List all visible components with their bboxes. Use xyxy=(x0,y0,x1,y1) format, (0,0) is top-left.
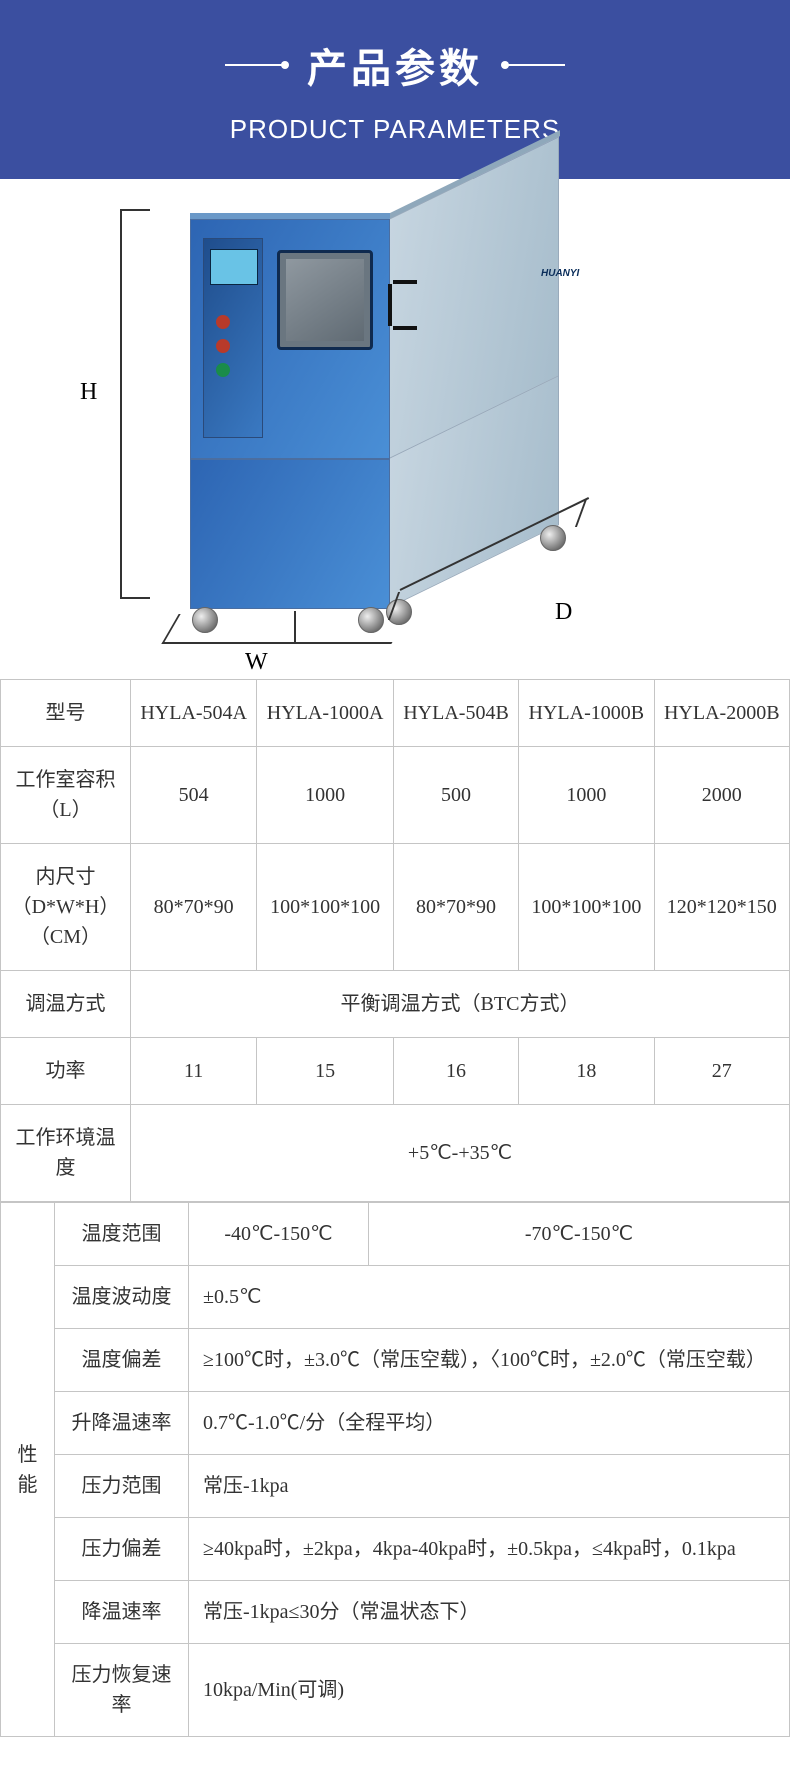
button-icon xyxy=(216,315,230,329)
observation-window xyxy=(277,250,373,350)
col-header: 型号 xyxy=(1,680,131,747)
col-header: HYLA-504B xyxy=(393,680,518,747)
cell: 1000 xyxy=(257,747,394,844)
cell: 2000 xyxy=(654,747,789,844)
table-row: 升降温速率 0.7℃-1.0℃/分（全程平均） xyxy=(1,1392,790,1455)
header-banner: 产品参数 PRODUCT PARAMETERS xyxy=(0,0,790,179)
row-label: 工作环境温度 xyxy=(1,1105,131,1202)
cell: 80*70*90 xyxy=(131,844,257,971)
header-title-en: PRODUCT PARAMETERS xyxy=(0,114,790,145)
col-header: HYLA-504A xyxy=(131,680,257,747)
h-dimension-label: H xyxy=(80,379,97,406)
header-title-row: 产品参数 xyxy=(0,36,790,94)
cell: 27 xyxy=(654,1038,789,1105)
cabinet-lower xyxy=(190,459,390,609)
cell: 18 xyxy=(519,1038,654,1105)
table-row: 工作环境温度 +5℃-+35℃ xyxy=(1,1105,790,1202)
row-label: 温度偏差 xyxy=(55,1329,189,1392)
cell: 常压-1kpa≤30分（常温状态下） xyxy=(189,1581,790,1644)
cabinet-upper: HUANYI xyxy=(190,219,390,459)
row-label: 温度范围 xyxy=(55,1203,189,1266)
row-label: 功率 xyxy=(1,1038,131,1105)
cell: 500 xyxy=(393,747,518,844)
cell: 100*100*100 xyxy=(257,844,394,971)
col-header: HYLA-1000A xyxy=(257,680,394,747)
table-row: 温度波动度 ±0.5℃ xyxy=(1,1266,790,1329)
group-label: 性能 xyxy=(1,1203,55,1737)
performance-table: 性能 温度范围 -40℃-150℃ -70℃-150℃ 温度波动度 ±0.5℃ … xyxy=(0,1202,790,1737)
cell: -70℃-150℃ xyxy=(369,1203,790,1266)
spec-table: 型号 HYLA-504A HYLA-1000A HYLA-504B HYLA-1… xyxy=(0,679,790,1202)
row-label: 工作室容积（L） xyxy=(1,747,131,844)
col-header: HYLA-2000B xyxy=(654,680,789,747)
cell: 0.7℃-1.0℃/分（全程平均） xyxy=(189,1392,790,1455)
row-label: 温度波动度 xyxy=(55,1266,189,1329)
table-row: 调温方式 平衡调温方式（BTC方式） xyxy=(1,971,790,1038)
cell: 120*120*150 xyxy=(654,844,789,971)
button-icon xyxy=(216,339,230,353)
cell: 504 xyxy=(131,747,257,844)
table-row: 压力恢复速率 10kpa/Min(可调) xyxy=(1,1644,790,1737)
header-divider-left xyxy=(225,64,285,66)
row-label: 降温速率 xyxy=(55,1581,189,1644)
cell: 100*100*100 xyxy=(519,844,654,971)
w-dimension-tick xyxy=(294,611,296,644)
table-header-row: 型号 HYLA-504A HYLA-1000A HYLA-504B HYLA-1… xyxy=(1,680,790,747)
row-label: 调温方式 xyxy=(1,971,131,1038)
cell: ±0.5℃ xyxy=(189,1266,790,1329)
cell: 15 xyxy=(257,1038,394,1105)
row-label: 压力偏差 xyxy=(55,1518,189,1581)
table-row: 工作室容积（L） 504 1000 500 1000 2000 xyxy=(1,747,790,844)
col-header: HYLA-1000B xyxy=(519,680,654,747)
product-diagram: H HUANYI W D xyxy=(0,179,790,679)
row-label: 压力范围 xyxy=(55,1455,189,1518)
table-row: 降温速率 常压-1kpa≤30分（常温状态下） xyxy=(1,1581,790,1644)
cell: 10kpa/Min(可调) xyxy=(189,1644,790,1737)
cabinet-front: HUANYI xyxy=(190,219,390,609)
brand-logo: HUANYI xyxy=(541,268,579,279)
cell: -40℃-150℃ xyxy=(189,1203,369,1266)
row-label: 升降温速率 xyxy=(55,1392,189,1455)
cell: 80*70*90 xyxy=(393,844,518,971)
row-label: 压力恢复速率 xyxy=(55,1644,189,1737)
cell-merged: +5℃-+35℃ xyxy=(131,1105,790,1202)
table-row: 性能 温度范围 -40℃-150℃ -70℃-150℃ xyxy=(1,1203,790,1266)
header-divider-right xyxy=(505,64,565,66)
d-dimension-label: D xyxy=(555,599,572,626)
caster-wheel-icon xyxy=(540,525,566,551)
header-title-cn: 产品参数 xyxy=(307,36,483,94)
touchscreen-icon xyxy=(210,249,258,285)
cell: ≥40kpa时，±2kpa，4kpa-40kpa时，±0.5kpa，≤4kpa时… xyxy=(189,1518,790,1581)
table-row: 内尺寸（D*W*H）（CM） 80*70*90 100*100*100 80*7… xyxy=(1,844,790,971)
table-row: 压力范围 常压-1kpa xyxy=(1,1455,790,1518)
table-row: 功率 11 15 16 18 27 xyxy=(1,1038,790,1105)
row-label: 内尺寸（D*W*H）（CM） xyxy=(1,844,131,971)
w-dimension-label: W xyxy=(245,649,268,676)
door-handle-bar xyxy=(388,284,392,326)
button-icon xyxy=(216,363,230,377)
cell: 16 xyxy=(393,1038,518,1105)
cell: 11 xyxy=(131,1038,257,1105)
h-dimension-bracket xyxy=(120,209,150,599)
table-row: 温度偏差 ≥100℃时，±3.0℃（常压空载），〈100℃时，±2.0℃（常压空… xyxy=(1,1329,790,1392)
cell: 1000 xyxy=(519,747,654,844)
door-handle-icon xyxy=(393,280,409,330)
cell-merged: 平衡调温方式（BTC方式） xyxy=(131,971,790,1038)
cell: ≥100℃时，±3.0℃（常压空载），〈100℃时，±2.0℃（常压空载） xyxy=(189,1329,790,1392)
control-panel xyxy=(203,238,263,438)
cell: 常压-1kpa xyxy=(189,1455,790,1518)
w-dimension-bracket xyxy=(161,614,408,644)
table-row: 压力偏差 ≥40kpa时，±2kpa，4kpa-40kpa时，±0.5kpa，≤… xyxy=(1,1518,790,1581)
